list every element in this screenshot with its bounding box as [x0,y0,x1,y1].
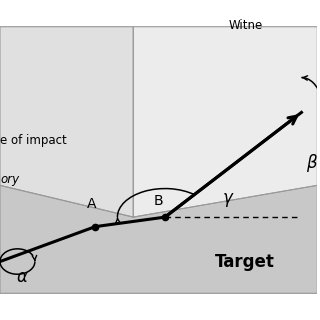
Text: A: A [87,197,97,212]
Text: Target: Target [214,252,274,270]
Text: $\gamma$: $\gamma$ [222,191,235,209]
Text: $\beta$: $\beta$ [306,152,318,174]
Text: $\alpha$: $\alpha$ [16,268,28,286]
Polygon shape [133,27,317,217]
Text: Witne: Witne [228,19,263,32]
Polygon shape [0,27,133,217]
Text: ory: ory [0,172,19,186]
Polygon shape [0,185,317,293]
Text: B: B [154,194,164,208]
Text: e of impact: e of impact [0,134,67,148]
